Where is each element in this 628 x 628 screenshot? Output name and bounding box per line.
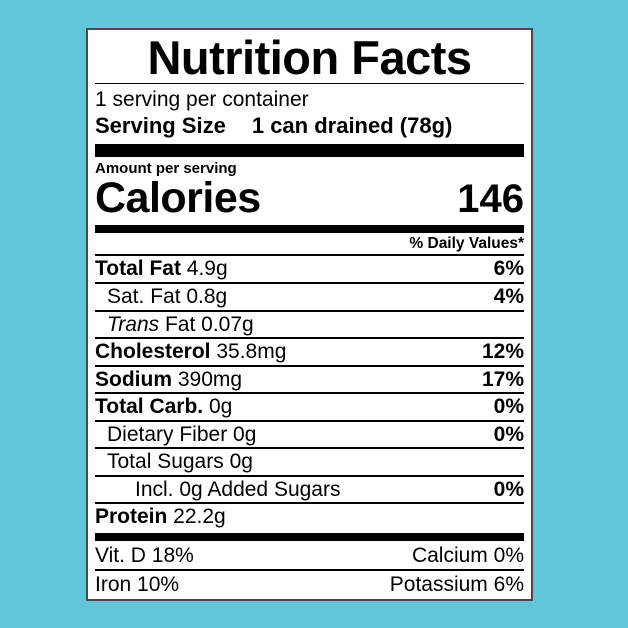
nutrient-list: Total Fat 4.9g 6% Sat. Fat 0.8g 4% Trans Fat… [95,254,524,529]
nutrient-row: Protein 22.2g [95,504,524,530]
divider-under-title [95,83,524,84]
serving-size-label: Serving Size [95,113,226,139]
nutrient-row: Dietary Fiber 0g 0% [95,422,524,448]
nutrient-daily-value: 6% [493,257,524,281]
serving-size-row: Serving Size 1 can drained (78g) [95,113,524,141]
calories-row: Calories 146 [95,173,524,222]
divider-nutrient-row [95,364,524,367]
vitamin-row: Vit. D 18% Calcium 0% [95,542,524,570]
vitamin-list: Vit. D 18% Calcium 0% Iron 10% Potassium 6% [95,542,524,599]
divider-thick-top [95,143,524,157]
nutrient-italic-prefix: Trans [107,312,160,336]
nutrient-daily-value: 0% [493,395,524,419]
nutrient-row: Sat. Fat 0.8g 4% [95,284,524,310]
nutrient-name: Sat. Fat 0.8g [107,285,228,308]
divider-nutrient-row [95,337,524,340]
vitamin-right: Calcium 0% [411,543,524,567]
nutrient-row: Sodium 390mg 17% [95,367,524,393]
nutrient-name: Protein 22.2g [95,505,226,529]
divider-thick-under-calories [95,224,524,233]
nutrient-daily-value: 12% [481,340,524,364]
daily-value-header: % Daily Values* [409,234,524,252]
divider-nutrient-row [95,392,524,395]
page-title: Nutrition Facts [147,31,472,84]
nutrient-name: Total Fat 4.9g [95,257,228,281]
divider-nutrient-row [95,254,524,257]
amount-per-serving-label: Amount per serving [95,159,237,177]
nutrient-row: Total Sugars 0g [95,449,524,475]
serving-size-value: 1 can drained (78g) [251,113,453,139]
nutrient-row: Trans Fat 0.07g [95,312,524,338]
vitamin-left: Iron 10% [95,573,180,597]
nutrient-daily-value: 4% [493,285,524,308]
nutrient-row: Cholesterol 35.8mg 12% [95,339,524,365]
nutrient-row: Total Fat 4.9g 6% [95,256,524,282]
nutrient-name: Dietary Fiber 0g [107,422,257,446]
divider-nutrient-row [95,309,524,312]
nutrient-name: Sodium 390mg [95,367,243,391]
nutrient-name: Cholesterol 35.8mg [95,340,287,364]
divider-nutrient-row [95,502,524,505]
nutrient-daily-value: 0% [493,422,524,446]
nutrient-name: Incl. 0g Added Sugars [135,477,341,501]
nutrition-facts-label: Nutrition Facts 1 serving per container … [86,28,533,601]
servings-per-container: 1 serving per container [95,88,309,111]
vitamin-left: Vit. D 18% [95,543,194,567]
divider-thick-bottom [95,532,524,541]
divider-nutrient-row [95,447,524,450]
nutrient-daily-value: 0% [493,477,524,501]
nutrient-name: Trans Fat 0.07g [107,312,254,336]
nutrient-row: Total Carb. 0g 0% [95,394,524,420]
divider-nutrient-row [95,419,524,422]
vitamin-row: Iron 10% Potassium 6% [95,571,524,599]
vitamin-right: Potassium 6% [389,573,524,597]
calories-value: 146 [457,176,524,221]
divider-nutrient-row [95,282,524,284]
label-inner: Nutrition Facts 1 serving per container … [95,34,524,603]
nutrient-daily-value: 17% [481,367,524,391]
nutrient-row: Incl. 0g Added Sugars 0% [95,477,524,503]
divider-nutrient-row [95,474,524,477]
nutrient-name: Total Sugars 0g [107,450,253,474]
calories-label: Calories [95,173,261,222]
nutrient-name: Total Carb. 0g [95,395,233,419]
divider-vitamin-row [95,569,524,572]
